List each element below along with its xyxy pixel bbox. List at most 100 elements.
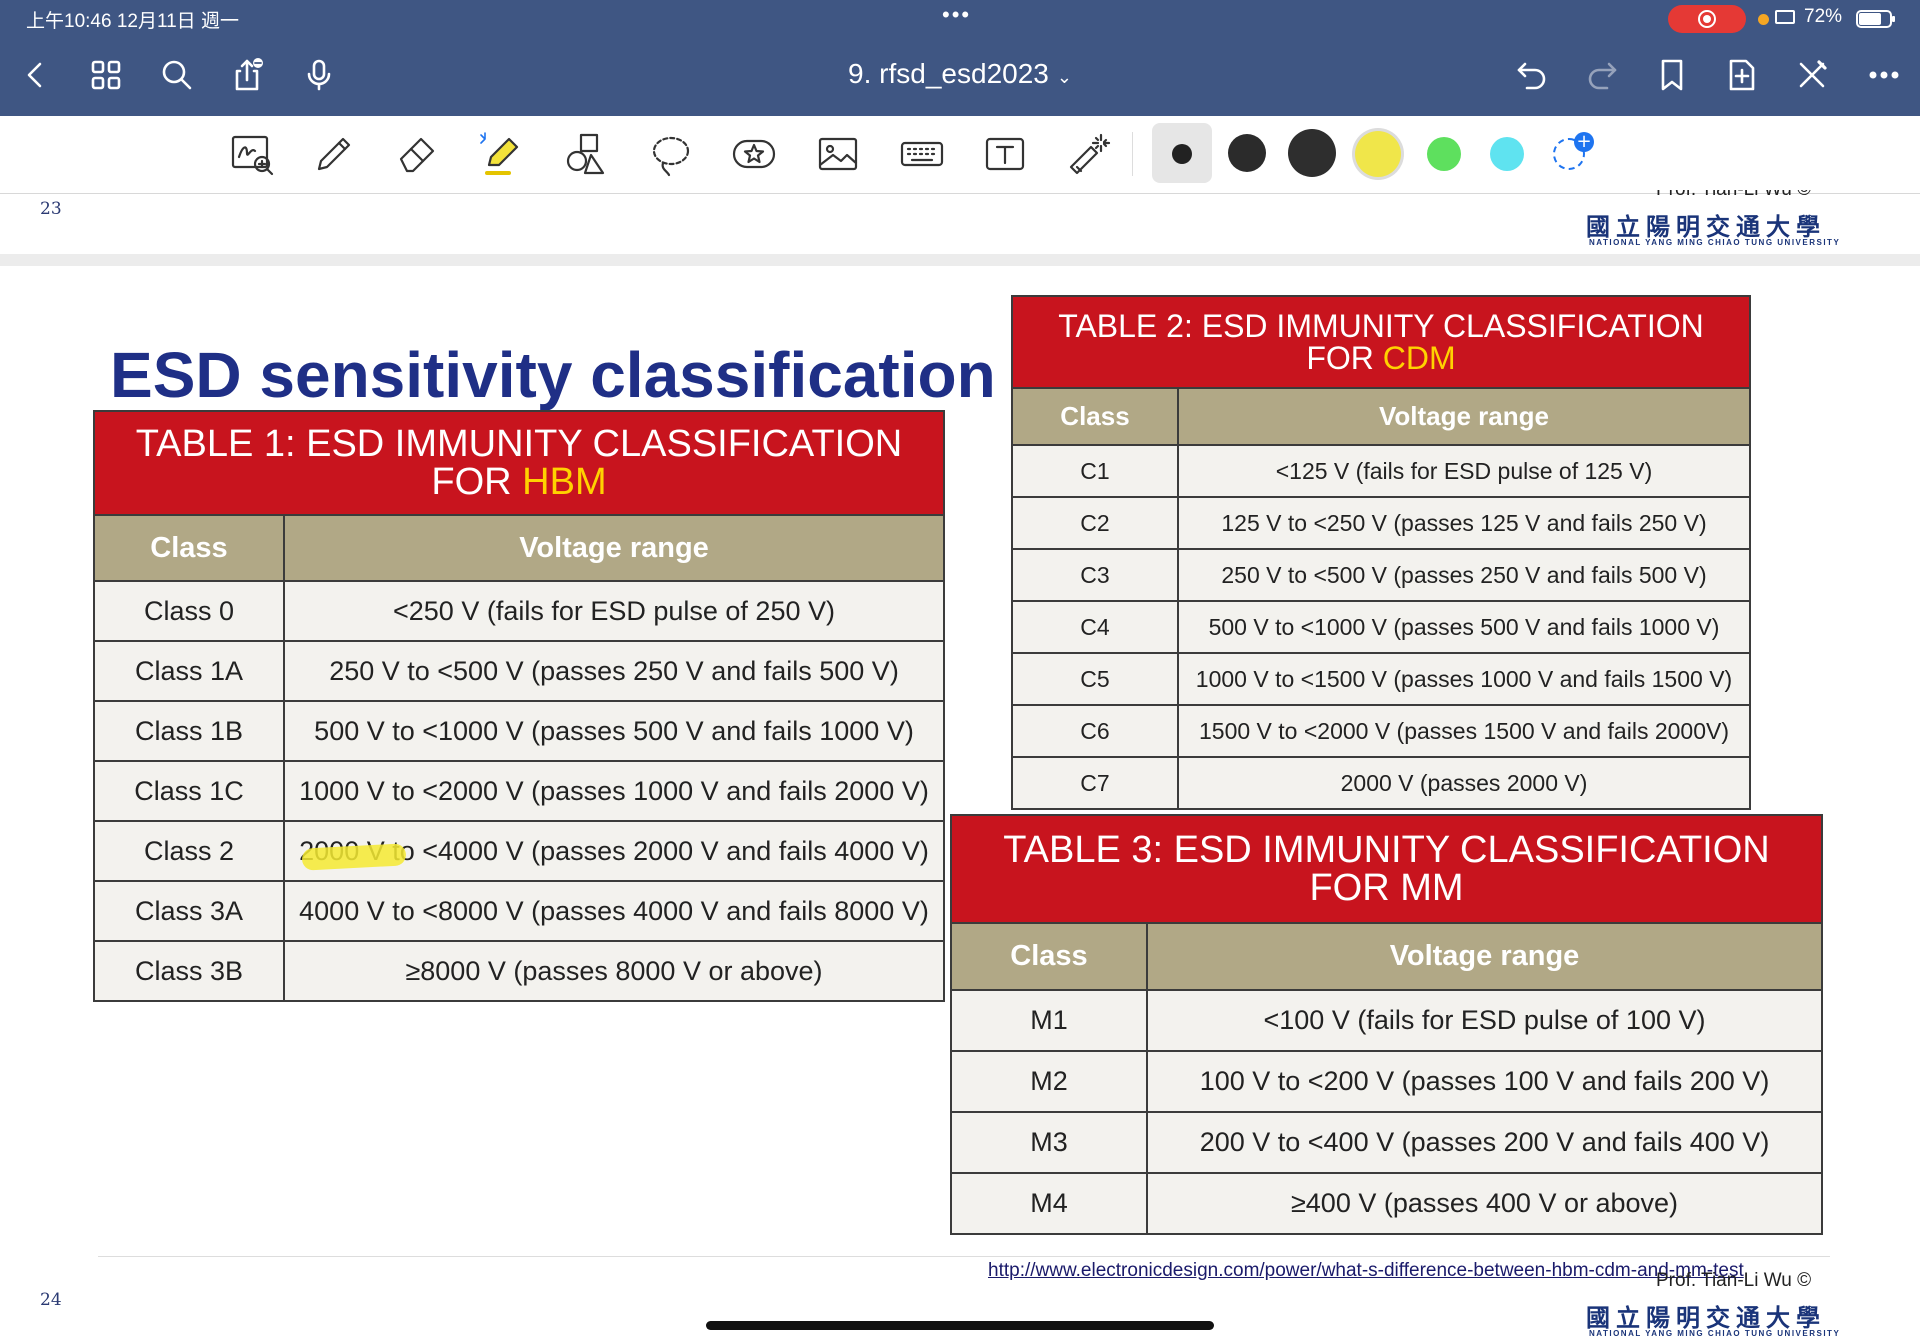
voltage-range-cell: <125 V (fails for ESD pulse of 125 V) [1177, 444, 1751, 498]
share-button[interactable] [223, 50, 273, 100]
university-logo-chinese: 國立陽明交通大學 [1586, 1304, 1826, 1332]
table-row: Class 3A 4000 V to <8000 V (passes 4000 V… [93, 880, 945, 942]
undo-icon [1517, 62, 1546, 90]
pen-icon [317, 137, 351, 171]
previous-page-footer: 23 Prof. Tian-Li Wu © 國立陽明交通大學 NATIONAL … [0, 190, 1920, 254]
class-cell: Class 2 [93, 820, 285, 882]
caption-prefix: FOR [1306, 340, 1383, 376]
home-indicator[interactable] [706, 1321, 1214, 1330]
class-cell: M3 [950, 1111, 1148, 1174]
sticker-star-icon [732, 139, 776, 169]
class-cell: M1 [950, 989, 1148, 1052]
mic-in-use-dot [1758, 14, 1769, 25]
plus-icon: + [1574, 132, 1594, 152]
table-cdm-caption: TABLE 2: ESD IMMUNITY CLASSIFICATION FOR… [1011, 295, 1751, 389]
author-credit: Prof. Tian-Li Wu © [1656, 1270, 1812, 1291]
voltage-range-cell: 250 V to <500 V (passes 250 V and fails … [283, 640, 945, 702]
table-mm-caption: TABLE 3: ESD IMMUNITY CLASSIFICATION FOR… [950, 814, 1823, 924]
author-credit: Prof. Tian-Li Wu © [1656, 190, 1811, 201]
shapes-icon [566, 133, 605, 175]
class-cell: M4 [950, 1172, 1148, 1235]
bookmark-icon [1661, 59, 1683, 91]
table-row: Class 0 <250 V (fails for ESD pulse of 25… [93, 580, 945, 642]
redo-button[interactable] [1577, 50, 1627, 100]
voltage-range-cell: 500 V to <1000 V (passes 500 V and fails… [1177, 600, 1751, 654]
table-cdm-body: C1 <125 V (fails for ESD pulse of 125 V) C… [1011, 444, 1751, 810]
table-row: C7 2000 V (passes 2000 V) [1011, 756, 1751, 810]
voltage-range-cell: ≥400 V (passes 400 V or above) [1146, 1172, 1823, 1235]
bookmark-button[interactable] [1647, 50, 1697, 100]
voltage-range-cell: 2000 V (passes 2000 V) [1177, 756, 1751, 810]
pen-size-medium[interactable] [1228, 134, 1266, 172]
battery-icon [1856, 10, 1895, 28]
keyboard-tool[interactable] [892, 124, 952, 184]
table-row: C4 500 V to <1000 V (passes 500 V and fai… [1011, 600, 1751, 654]
page-number: 24 [40, 1290, 62, 1310]
share-icon [235, 58, 263, 91]
sticker-tool[interactable] [724, 124, 784, 184]
table-row: M4 ≥400 V (passes 400 V or above) [950, 1172, 1823, 1235]
zoom-writing-icon [231, 135, 274, 176]
multitasking-dots[interactable]: ••• [942, 2, 972, 27]
text-box-tool[interactable] [975, 124, 1035, 184]
battery-percent: 72% [1804, 6, 1843, 27]
table-row: C3 250 V to <500 V (passes 250 V and fail… [1011, 548, 1751, 602]
voltage-range-cell: <250 V (fails for ESD pulse of 250 V) [283, 580, 945, 642]
lasso-tool[interactable] [640, 124, 700, 184]
eraser-tool[interactable] [388, 124, 448, 184]
voltage-range-cell: <100 V (fails for ESD pulse of 100 V) [1146, 989, 1823, 1052]
pen-close-icon [1799, 60, 1827, 88]
zoom-window-tool[interactable] [222, 124, 282, 184]
pen-tool[interactable] [304, 124, 364, 184]
add-color-button[interactable] [1553, 138, 1585, 170]
microphone-button[interactable] [294, 50, 344, 100]
caption-line: TABLE 1: ESD IMMUNITY CLASSIFICATION [135, 423, 903, 465]
thumbnails-button[interactable] [81, 50, 131, 100]
university-logo-english: NATIONAL YANG MING CHIAO TUNG UNIVERSITY [1589, 1329, 1841, 1338]
color-swatch-yellow[interactable] [1355, 131, 1401, 177]
close-pen-tools-button[interactable] [1787, 50, 1837, 100]
slide-title: ESD sensitivity classification [110, 339, 996, 411]
table-row: Class 2 2000 V to <4000 V (passes 2000 V … [93, 820, 945, 882]
battery-fill [1859, 13, 1881, 25]
column-header-class: Class [1011, 387, 1179, 446]
highlighter-tool[interactable] [472, 124, 532, 184]
column-header-voltage: Voltage range [283, 514, 945, 582]
source-link[interactable]: http://www.electronicdesign.com/power/wh… [988, 1260, 1744, 1281]
add-page-icon [1729, 59, 1755, 91]
voltage-range-cell: 1000 V to <2000 V (passes 1000 V and fai… [283, 760, 945, 822]
highlighter-icon [480, 132, 519, 175]
table-row: C2 125 V to <250 V (passes 125 V and fail… [1011, 496, 1751, 550]
voltage-range-cell: 100 V to <200 V (passes 100 V and fails … [1146, 1050, 1823, 1113]
pen-size-small[interactable] [1172, 144, 1192, 164]
more-button[interactable] [1859, 50, 1909, 100]
class-cell: C6 [1011, 704, 1179, 758]
undo-button[interactable] [1507, 50, 1557, 100]
table-hbm: TABLE 1: ESD IMMUNITY CLASSIFICATION FOR… [93, 410, 945, 1002]
class-cell: C2 [1011, 496, 1179, 550]
pen-size-large[interactable] [1288, 129, 1336, 177]
screen-recording-indicator[interactable] [1668, 5, 1746, 33]
laser-pointer-icon [1069, 133, 1111, 175]
caption-highlight: HBM [522, 461, 607, 503]
laser-pointer-tool[interactable] [1058, 124, 1118, 184]
color-swatch-green[interactable] [1427, 137, 1461, 171]
search-button[interactable] [152, 50, 202, 100]
table-cdm: TABLE 2: ESD IMMUNITY CLASSIFICATION FOR… [1011, 295, 1751, 810]
add-page-button[interactable] [1717, 50, 1767, 100]
back-button[interactable] [10, 50, 60, 100]
table-row: M1 <100 V (fails for ESD pulse of 100 V) [950, 989, 1823, 1052]
more-icon [1869, 71, 1899, 79]
class-cell: Class 1B [93, 700, 285, 762]
class-cell: C7 [1011, 756, 1179, 810]
image-tool[interactable] [808, 124, 868, 184]
color-swatch-cyan[interactable] [1490, 137, 1524, 171]
caption-highlight: CDM [1382, 340, 1456, 376]
table-row: Class 1C 1000 V to <2000 V (passes 1000 V… [93, 760, 945, 822]
document-title-button[interactable]: 9. rfsd_esd2023 ⌄ [780, 58, 1140, 90]
shapes-tool[interactable] [556, 124, 616, 184]
column-header-class: Class [950, 922, 1148, 991]
column-header-voltage: Voltage range [1146, 922, 1823, 991]
table-row: Class 1A 250 V to <500 V (passes 250 V an… [93, 640, 945, 702]
text-box-icon [985, 137, 1025, 171]
